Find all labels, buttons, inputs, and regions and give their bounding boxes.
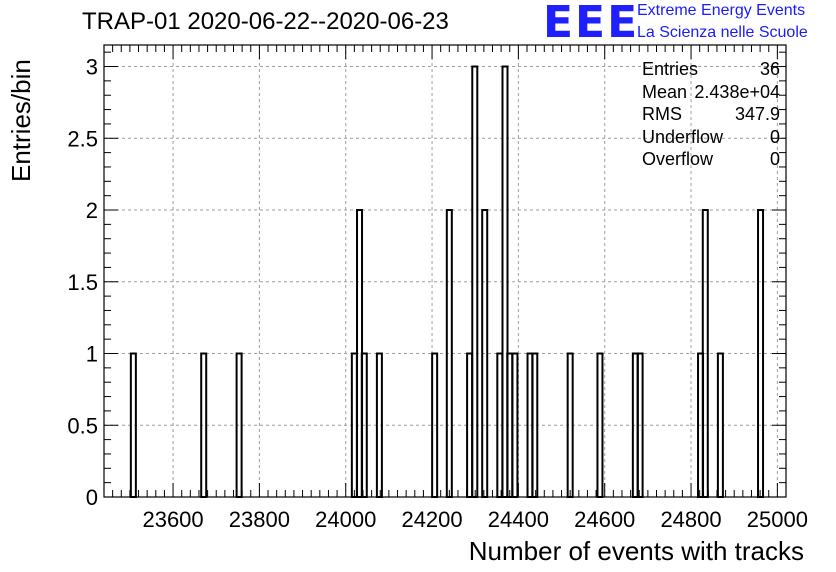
x-tick-label: 24800 [660,507,721,532]
x-tick-label: 25000 [747,507,808,532]
stat-value: 2.438e+04 [694,81,780,102]
histogram-bin [566,352,574,498]
stats-box: Entries 36 Mean 2.438e+04 RMS 347.9 Unde… [642,58,780,171]
histogram-bin [596,352,604,498]
logo-line-2: La Scienza nelle Scuole [637,24,808,41]
stat-value: 347.9 [734,104,780,124]
stat-row-rms: RMS 347.9 [642,103,780,126]
x-tick-label: 24400 [488,507,549,532]
x-tick-label: 24600 [574,507,635,532]
stat-row-overflow: Overflow 0 [642,148,780,171]
histogram-bin [200,352,208,498]
stat-value: 0 [769,126,780,147]
x-tick-label: 23800 [229,507,290,532]
histogram-bin [375,352,383,498]
x-axis-label: Number of events with tracks [468,536,804,566]
y-tick-label: 1.5 [67,270,98,295]
y-tick-label: 2.5 [67,126,98,151]
stat-row-entries: Entries 36 [642,58,780,81]
y-tick-label: 0 [86,485,98,510]
x-tick-label: 24000 [315,507,376,532]
eee-logo-mark: EEE [543,0,640,48]
stat-key: Overflow [642,149,714,169]
histogram-bin [471,65,479,499]
x-tick-label: 23600 [142,507,203,532]
x-tick-label: 24200 [401,507,462,532]
plot-frame [103,44,787,498]
chart-title: TRAP-01 2020-06-22--2020-06-23 [82,8,449,35]
stat-row-mean: Mean 2.438e+04 [642,81,780,104]
stat-key: RMS [642,104,682,124]
logo-line-1: Extreme Energy Events [637,2,806,19]
stat-row-underflow: Underflow 0 [642,126,780,149]
histogram-bin [716,352,724,498]
y-tick-label: 2 [86,198,98,223]
y-axis-label: Entries/bin [6,59,36,182]
stat-key: Underflow [642,126,724,147]
histogram-bin [235,352,243,498]
histogram-bin [445,209,453,498]
y-tick-label: 1 [86,342,98,367]
y-tick-label: 3 [86,55,98,80]
stat-key: Mean [642,81,688,102]
stat-key: Entries [642,59,699,79]
histogram-bin [129,352,137,498]
stat-value: 36 [759,59,780,79]
histogram-bin [531,352,539,498]
y-tick-label: 0.5 [67,413,98,438]
stat-value: 0 [769,149,780,169]
